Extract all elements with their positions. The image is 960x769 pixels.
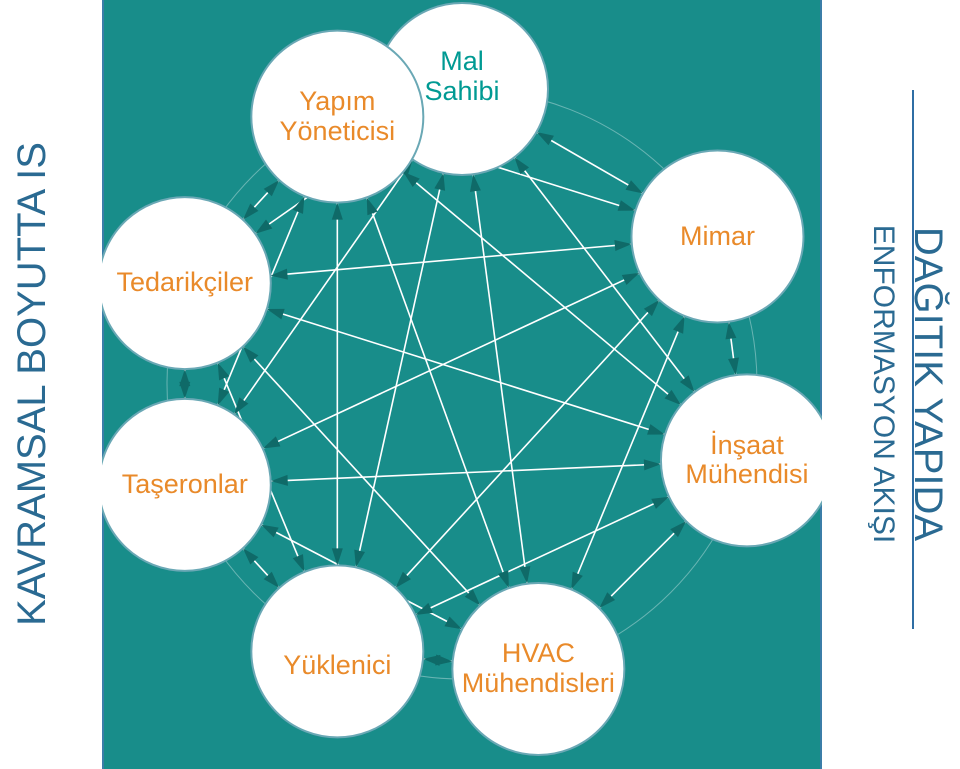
- node-label-contractor: Yüklenici: [283, 651, 391, 681]
- node-hvac: HVAC Mühendisleri: [452, 583, 624, 755]
- stage: KAVRAMSAL BOYUTTA IS DAĞITIK YAPIDA ENFO…: [0, 0, 960, 769]
- node-civil: İnşaat Mühendisi: [661, 374, 833, 546]
- left-vertical-title: KAVRAMSAL BOYUTTA IS: [10, 142, 55, 626]
- node-label-civil: İnşaat Mühendisi: [685, 431, 808, 490]
- node-label-owner: Mal Sahibi: [424, 47, 499, 106]
- node-label-suppliers: Tedarikçiler: [117, 268, 254, 298]
- node-suppliers: Tedarikçiler: [99, 197, 271, 369]
- node-contractor: Yüklenici: [251, 579, 423, 751]
- node-label-hvac: HVAC Mühendisleri: [462, 639, 615, 698]
- node-pm: Yapım Yöneticisi: [251, 31, 423, 203]
- diagram-panel: Mal Sahibi Mimar İnşaat Mühendisi HVAC Mühe…: [102, 0, 822, 769]
- node-label-pm: Yapım Yöneticisi: [280, 87, 396, 146]
- node-label-architect: Mimar: [680, 222, 755, 252]
- right-divider-line: [912, 90, 914, 629]
- node-subs: Taşeronlar: [99, 399, 271, 571]
- right-vertical-title-secondary: ENFORMASYON AKIŞI: [866, 225, 900, 543]
- node-architect: Mimar: [631, 151, 803, 323]
- node-label-subs: Taşeronlar: [122, 470, 248, 500]
